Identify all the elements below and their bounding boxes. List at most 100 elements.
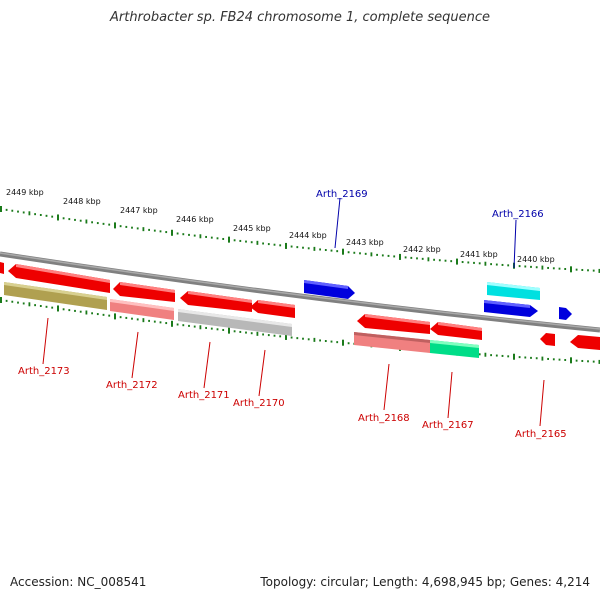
scale-tick	[165, 231, 168, 234]
scale-tick	[302, 246, 304, 249]
scale-tick	[222, 237, 225, 240]
gene-arrow[interactable]	[180, 291, 252, 312]
scale-tick	[296, 337, 299, 340]
feature-bars	[4, 282, 479, 358]
gene-arrow[interactable]	[113, 282, 175, 302]
scale-tick	[575, 359, 578, 362]
gene-arrow[interactable]	[540, 333, 555, 346]
scale-tick	[393, 255, 396, 258]
gene-label[interactable]: Arth_2170	[233, 398, 285, 409]
scale-tick	[376, 253, 378, 256]
label-leaders	[42, 197, 545, 427]
scale-tick	[51, 306, 54, 309]
scale-tick	[102, 313, 105, 316]
scale-tick	[324, 340, 327, 343]
scale-tick	[91, 221, 93, 224]
scale-tick	[307, 247, 310, 250]
scale-tick	[490, 263, 492, 266]
feature-bar[interactable]	[4, 282, 107, 310]
scale-tick	[233, 330, 236, 333]
gene-label[interactable]: Arth_2167	[422, 420, 474, 431]
scale-tick	[228, 236, 230, 243]
scale-tick	[307, 338, 310, 341]
scale-tick	[51, 215, 54, 218]
scale-tick	[490, 354, 492, 357]
scale-tick	[96, 222, 99, 225]
scale-tick	[364, 252, 367, 255]
scale-label: 2440 kbp	[517, 255, 555, 264]
gene-arrow[interactable]	[8, 264, 110, 293]
scale-label: 2446 kbp	[176, 215, 214, 224]
gene-label[interactable]: Arth_2168	[358, 413, 410, 424]
scale-tick	[153, 229, 156, 232]
scale-tick	[239, 239, 242, 242]
scale-tick	[28, 302, 31, 307]
scale-tick	[45, 214, 48, 217]
scale-tick	[74, 309, 76, 312]
gene-label[interactable]: Arth_2172	[106, 380, 158, 391]
gene-label[interactable]: Arth_2166	[492, 209, 544, 220]
scale-tick	[530, 356, 532, 359]
scale-tick	[22, 211, 25, 214]
scale-tick	[114, 222, 116, 229]
scale-tick	[188, 233, 190, 236]
scale-tick	[456, 258, 458, 265]
scale-label: 2445 kbp	[233, 224, 271, 233]
gene-arrow[interactable]	[304, 280, 355, 299]
scale-tick	[125, 225, 128, 228]
scale-tick	[216, 237, 219, 240]
gene-label[interactable]: Arth_2165	[515, 429, 567, 440]
scale-tick	[484, 352, 487, 357]
scale-tick	[148, 319, 150, 322]
scale-tick	[131, 317, 133, 320]
scale-tick	[119, 316, 122, 319]
scale-tick	[410, 256, 413, 259]
scale-tick	[68, 309, 71, 312]
scale-tick	[39, 304, 42, 307]
gene-arrow[interactable]	[559, 307, 572, 320]
gene-arrow[interactable]	[357, 314, 430, 334]
scale-tick	[250, 241, 253, 244]
scale-tick	[330, 340, 333, 343]
scale-tick	[467, 261, 470, 264]
scale-tick	[176, 232, 179, 235]
scale-tick	[324, 249, 327, 252]
gene-label[interactable]: Arth_2171	[178, 390, 230, 401]
scale-tick	[267, 334, 270, 337]
gene-arrow[interactable]	[0, 262, 4, 274]
scale-tick	[256, 240, 259, 245]
scale-tick	[524, 356, 527, 359]
scale-tick	[507, 264, 510, 267]
scale-tick	[267, 243, 270, 246]
scale-tick	[592, 360, 595, 363]
gene-label[interactable]: Arth_2173	[18, 366, 70, 377]
gene-arrow[interactable]	[570, 335, 600, 350]
scale-tick	[85, 310, 88, 315]
scale-tick	[34, 213, 36, 216]
scale-label: 2449 kbp	[6, 188, 44, 197]
scale-tick	[473, 261, 475, 264]
scale-tick	[245, 331, 247, 334]
scale-label: 2443 kbp	[346, 238, 384, 247]
scale-tick	[433, 258, 435, 261]
scale-tick	[353, 251, 356, 254]
scale-tick	[558, 267, 561, 270]
scale-tick	[91, 312, 93, 315]
topology-label: Topology: circular; Length: 4,698,945 bp…	[260, 575, 590, 589]
scale-tick	[421, 257, 424, 260]
scale-tick	[313, 246, 316, 251]
scale-tick	[68, 218, 71, 221]
scale-tick	[313, 337, 316, 342]
scale-tick	[0, 206, 2, 212]
scale-tick	[359, 252, 361, 255]
scale-tick	[507, 355, 510, 358]
feature-bar[interactable]	[354, 332, 430, 353]
scale-tick	[262, 242, 264, 245]
scale-tick	[114, 313, 116, 320]
scale-tick	[165, 322, 168, 325]
scale-label: 2444 kbp	[289, 231, 327, 240]
scale-tick	[495, 263, 498, 266]
scale-tick	[273, 243, 276, 246]
scale-tick	[290, 336, 293, 339]
gene-label[interactable]: Arth_2169	[316, 189, 368, 200]
